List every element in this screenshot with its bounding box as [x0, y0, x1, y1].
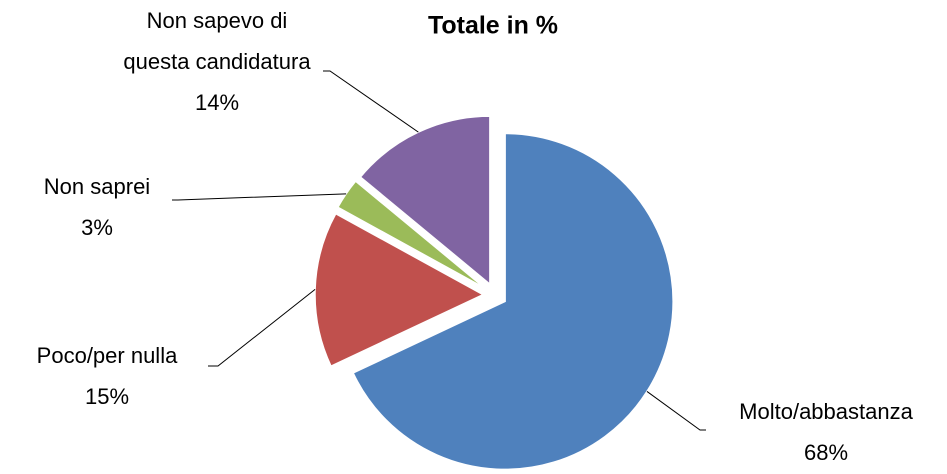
- label-line: Non sapevo di: [147, 8, 288, 33]
- value-label: 15%: [85, 384, 129, 409]
- pie-slice: [352, 132, 674, 471]
- slice-label: Non sapevo di questa candidatura: [123, 8, 311, 74]
- value-label: 68%: [804, 440, 848, 465]
- pie-slice: [314, 212, 485, 368]
- label-line: Molto/abbastanza: [739, 399, 913, 424]
- leader-line: [172, 193, 347, 201]
- slice-label: Non saprei: [44, 174, 150, 199]
- leader-line: [208, 288, 316, 367]
- value-label: 3%: [81, 215, 113, 240]
- label-line: Non saprei: [44, 174, 150, 199]
- label-line: Poco/per nulla: [37, 343, 178, 368]
- leader-line: [323, 70, 419, 133]
- chart-title: Totale in %: [428, 12, 558, 40]
- slice-label: Poco/per nulla: [37, 343, 178, 368]
- label-line: questa candidatura: [123, 49, 311, 74]
- value-label: 14%: [195, 90, 239, 115]
- slice-label: Molto/abbastanza: [739, 399, 913, 424]
- leader-line: [646, 391, 706, 431]
